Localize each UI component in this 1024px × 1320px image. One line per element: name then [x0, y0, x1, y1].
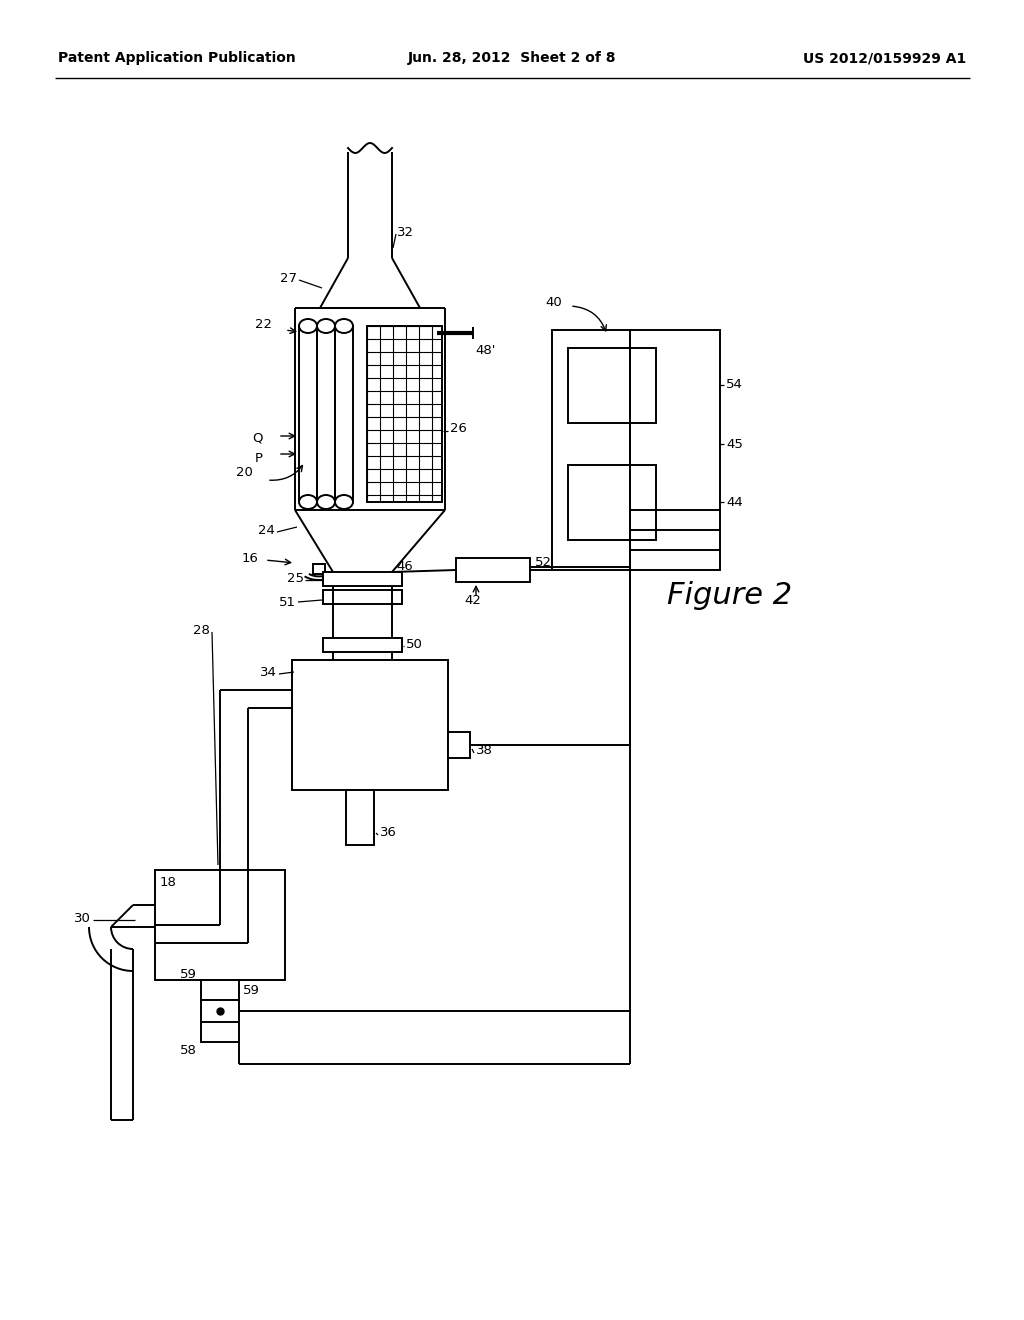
Text: 32: 32	[397, 226, 414, 239]
Text: 24: 24	[258, 524, 275, 536]
Text: 54: 54	[726, 379, 742, 392]
Bar	[568, 348, 656, 422]
Bar	[346, 789, 374, 845]
Text: 38: 38	[476, 744, 493, 758]
Ellipse shape	[335, 319, 353, 333]
Text: 48': 48'	[475, 345, 496, 358]
Bar	[201, 1022, 239, 1041]
Bar	[201, 979, 239, 1001]
Text: 58: 58	[180, 1044, 197, 1056]
Text: 59: 59	[243, 983, 260, 997]
Text: 40: 40	[545, 296, 562, 309]
Ellipse shape	[335, 495, 353, 510]
Text: Figure 2: Figure 2	[668, 581, 793, 610]
Text: 18: 18	[160, 875, 177, 888]
Bar	[313, 564, 325, 574]
Bar	[323, 572, 402, 586]
Text: 42: 42	[464, 594, 481, 606]
Text: 59: 59	[180, 969, 197, 982]
Text: 46: 46	[396, 560, 413, 573]
Text: 20: 20	[237, 466, 253, 479]
Bar	[323, 638, 402, 652]
Ellipse shape	[299, 495, 317, 510]
Bar	[323, 590, 402, 605]
Text: 45: 45	[726, 437, 742, 450]
Text: 27: 27	[280, 272, 297, 285]
Ellipse shape	[299, 319, 317, 333]
Text: Jun. 28, 2012  Sheet 2 of 8: Jun. 28, 2012 Sheet 2 of 8	[408, 51, 616, 65]
Ellipse shape	[317, 495, 335, 510]
Text: 51: 51	[279, 595, 296, 609]
Text: 25: 25	[287, 573, 304, 586]
Bar	[449, 733, 470, 758]
Text: Q: Q	[253, 432, 263, 445]
Text: 52: 52	[535, 556, 552, 569]
Ellipse shape	[317, 319, 335, 333]
Text: 16: 16	[241, 552, 258, 565]
Text: 26: 26	[450, 422, 467, 436]
Text: 34: 34	[260, 665, 278, 678]
Bar	[568, 465, 656, 540]
Text: 30: 30	[74, 912, 91, 925]
Bar	[552, 330, 720, 570]
Text: US 2012/0159929 A1: US 2012/0159929 A1	[803, 51, 966, 65]
Text: Patent Application Publication: Patent Application Publication	[58, 51, 296, 65]
Bar	[367, 326, 442, 502]
Bar	[456, 558, 530, 582]
Text: 50: 50	[406, 639, 423, 652]
Text: 36: 36	[380, 826, 397, 840]
Text: P: P	[255, 451, 263, 465]
Text: 22: 22	[255, 318, 272, 331]
Bar	[155, 870, 285, 979]
Text: 28: 28	[194, 623, 210, 636]
Bar	[292, 660, 449, 789]
Text: 44: 44	[726, 495, 742, 508]
